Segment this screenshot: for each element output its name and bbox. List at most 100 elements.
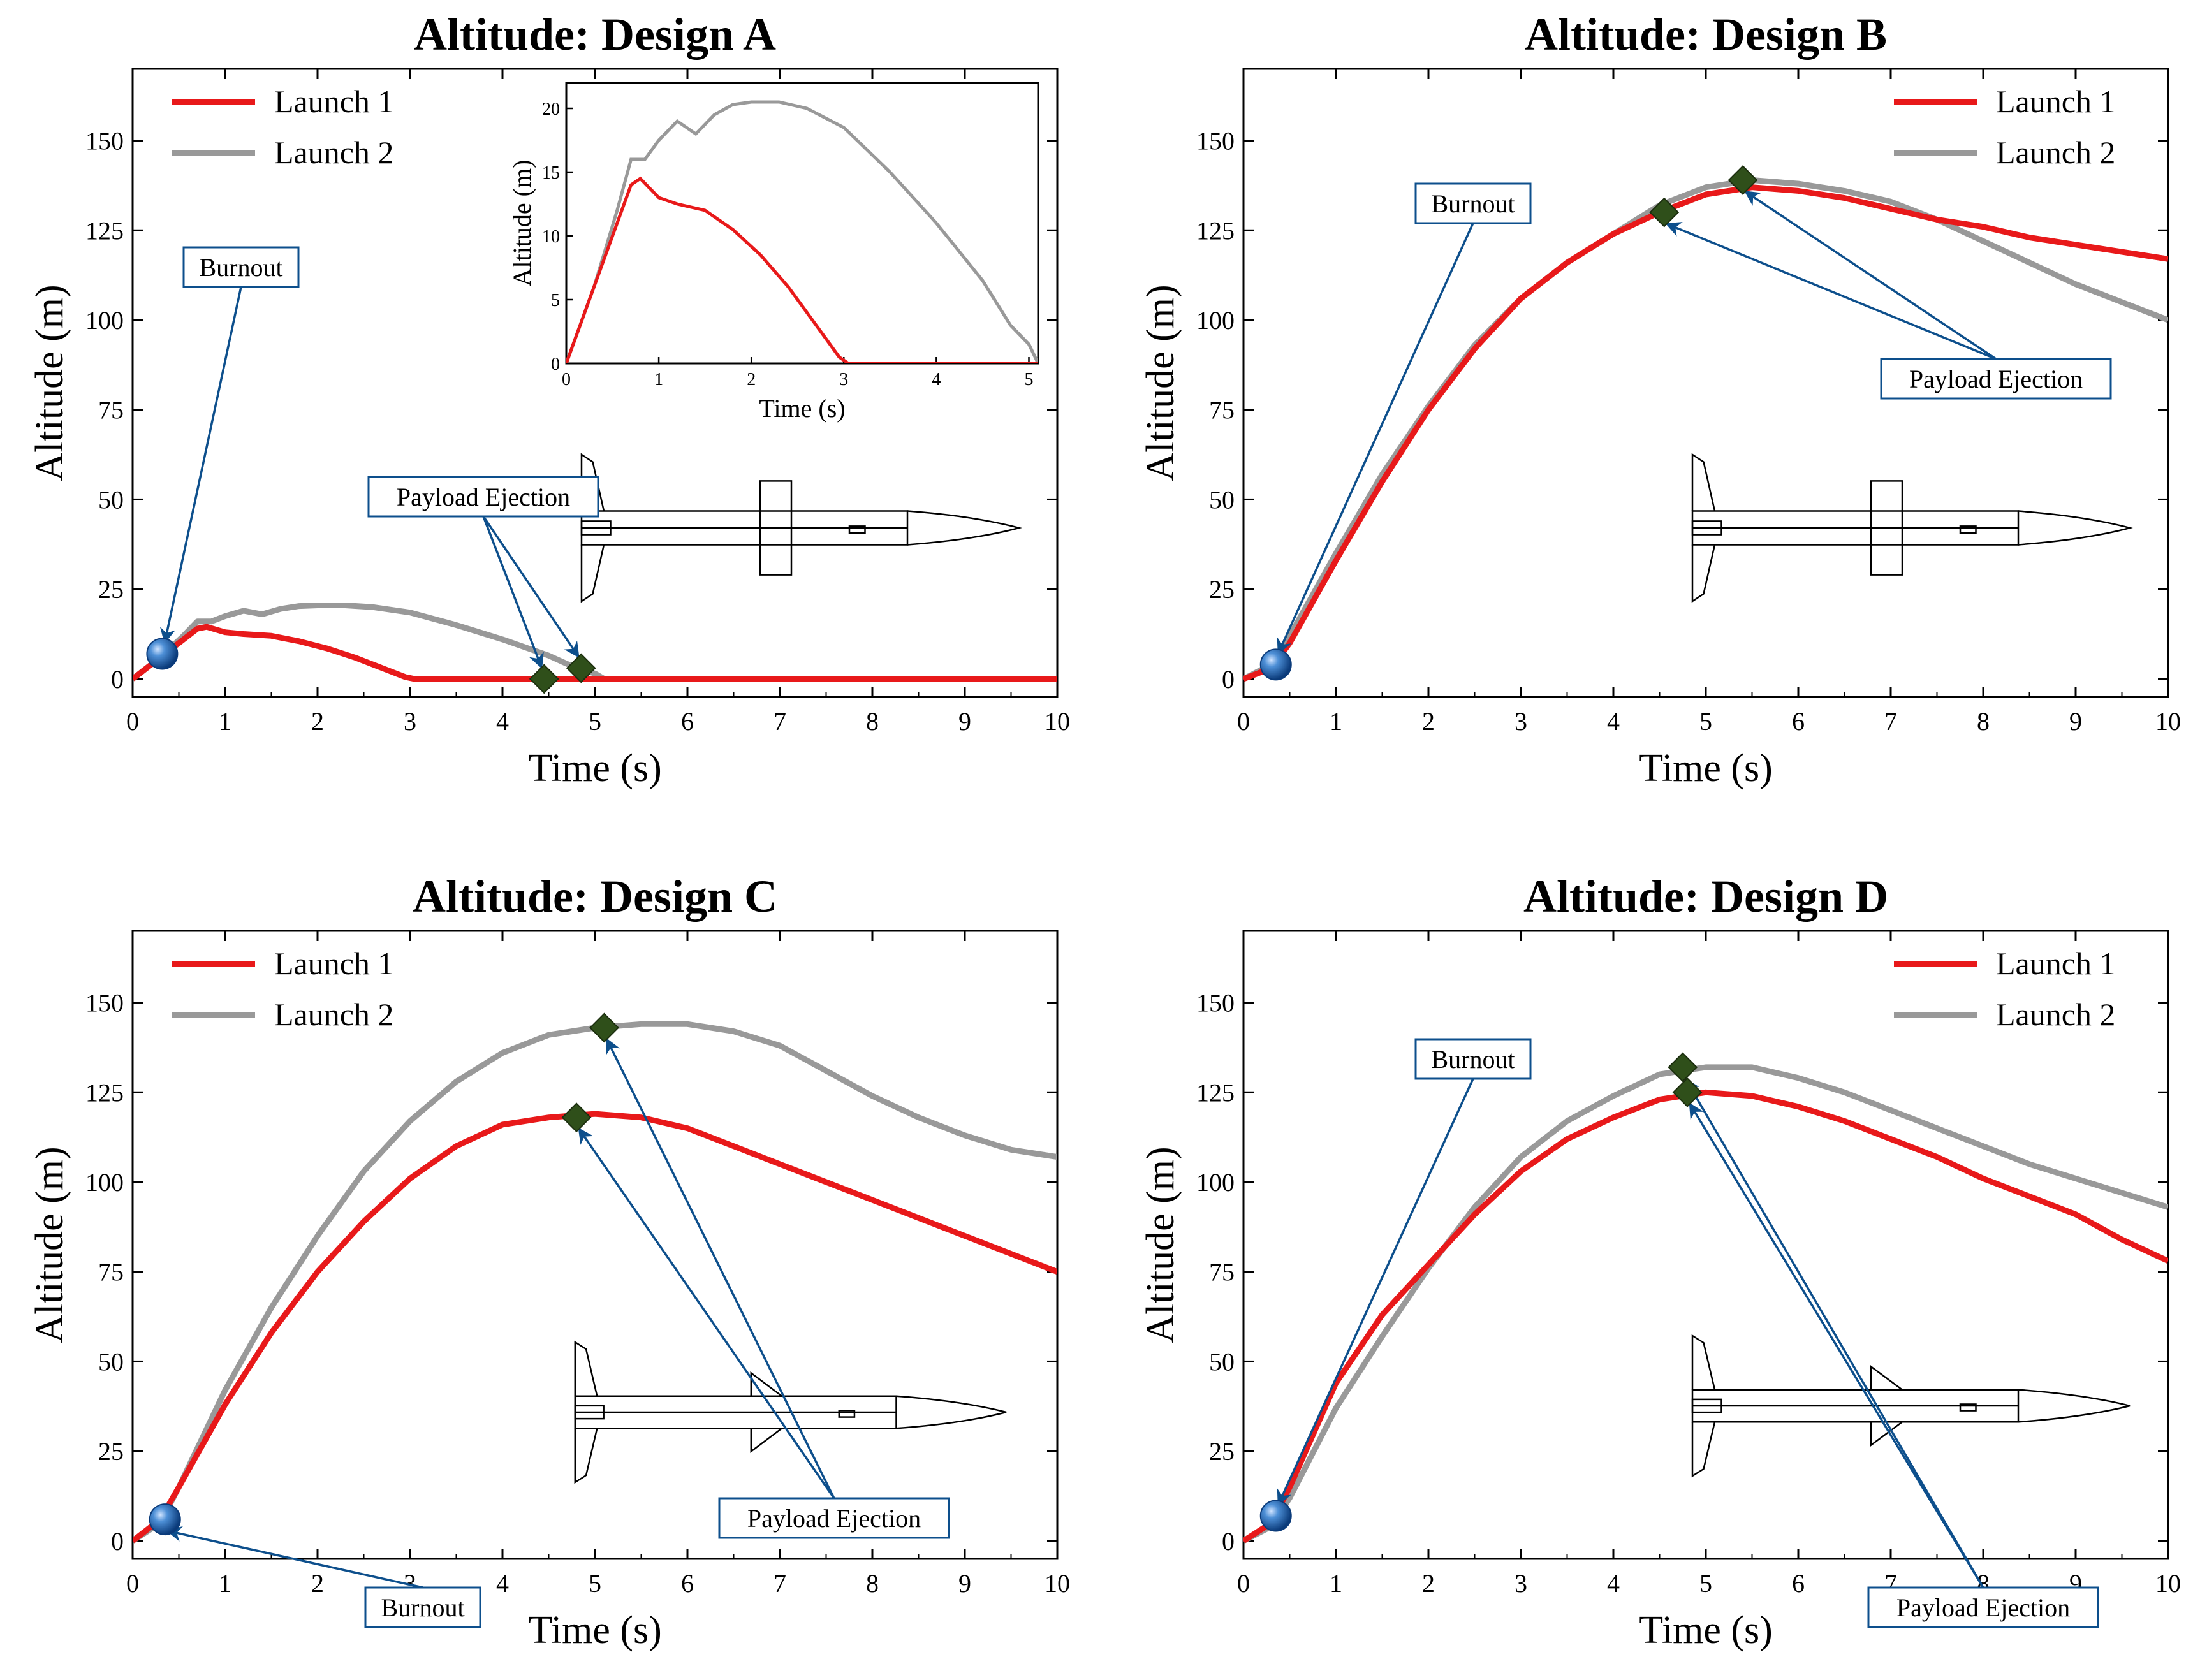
y-tick-label: 0 — [1222, 665, 1235, 694]
inset-y-tick-label: 20 — [542, 99, 560, 119]
y-tick-label: 0 — [1222, 1527, 1235, 1556]
x-tick-label: 0 — [1237, 1569, 1250, 1598]
rocket-diagram — [1691, 453, 2133, 603]
legend-label: Launch 1 — [1996, 946, 2115, 981]
inset-x-tick-label: 5 — [1024, 370, 1033, 390]
x-tick-label: 1 — [1330, 1569, 1342, 1598]
rocket-fin-top — [574, 1340, 598, 1396]
x-tick-label: 3 — [1515, 707, 1527, 736]
y-tick-label: 100 — [85, 306, 124, 335]
x-tick-label: 9 — [958, 1569, 971, 1598]
x-tick-label: 5 — [1699, 1569, 1712, 1598]
x-tick-label: 6 — [1792, 707, 1805, 736]
y-tick-label: 100 — [1196, 1168, 1235, 1197]
legend-label: Launch 2 — [1996, 997, 2115, 1032]
annotation-label: Burnout — [381, 1593, 464, 1622]
annotation-arrow — [1277, 223, 1474, 655]
series-line-launch-1 — [1243, 184, 2168, 682]
x-tick-label: 3 — [1515, 1569, 1527, 1598]
y-axis-label: Altitude (m) — [1139, 284, 1182, 481]
x-tick-label: 1 — [1330, 707, 1342, 736]
rocket-diagram — [574, 1340, 1007, 1484]
annotation-label: Payload Ejection — [747, 1504, 921, 1533]
annotation-arrow — [1689, 1102, 1984, 1588]
rocket-canard-bottom — [750, 1428, 782, 1454]
payload-ejection-marker — [589, 1012, 619, 1043]
x-tick-label: 7 — [774, 707, 786, 736]
rocket-diagram — [1691, 1334, 2131, 1478]
x-tick-label: 9 — [2069, 707, 2082, 736]
rocket-nose-cone — [2018, 510, 2133, 546]
x-axis-label: Time (s) — [528, 747, 662, 790]
rocket-payload-detail — [838, 1410, 856, 1418]
payload-ejection-marker — [1649, 197, 1680, 228]
rocket-payload-detail — [848, 525, 866, 534]
rocket-fin-top — [1691, 1334, 1716, 1390]
inset-x-tick-label: 1 — [654, 370, 663, 390]
x-tick-label: 4 — [496, 707, 509, 736]
rocket-motor — [1691, 520, 1722, 536]
rocket-canards — [1870, 480, 1903, 576]
x-tick-label: 2 — [311, 1569, 324, 1598]
payload-ejection-marker — [1727, 165, 1758, 195]
inset-y-tick-label: 0 — [551, 354, 560, 374]
annotation-box — [364, 1586, 481, 1628]
y-tick-label: 50 — [98, 1347, 124, 1376]
burnout-marker — [149, 1503, 181, 1536]
rocket-fin-bottom — [1691, 1422, 1716, 1478]
annotation-box — [182, 246, 300, 288]
x-tick-label: 9 — [958, 707, 971, 736]
series-line-launch-2 — [133, 1021, 1057, 1544]
x-tick-label: 6 — [681, 707, 694, 736]
annotation-arrow — [166, 1526, 423, 1589]
annotation-arrow — [605, 1037, 835, 1499]
y-tick-label: 75 — [1209, 396, 1235, 425]
rocket-nose-cone — [896, 1395, 1007, 1429]
burnout-marker — [1259, 648, 1292, 681]
y-tick-label: 125 — [1196, 1078, 1235, 1107]
annotation-label: Payload Ejection — [1909, 365, 2083, 393]
rocket-fin-bottom — [580, 544, 605, 603]
rocket-payload-detail — [1959, 525, 1977, 534]
annotation-label: Burnout — [199, 253, 282, 282]
x-tick-label: 1 — [219, 707, 231, 736]
chart-panel-c: Altitude: Design C0 1 2 3 4 5 6 7 8 9 100255075100… — [28, 871, 1070, 1652]
inset-y-axis-label: Altitude (m) — [508, 160, 536, 287]
rocket-nose-cone — [907, 510, 1022, 546]
series-group — [1243, 177, 2168, 682]
y-tick-label: 25 — [1209, 575, 1235, 604]
series-group — [133, 603, 1057, 682]
x-tick-label: 0 — [126, 1569, 139, 1598]
rocket-nose-cone — [2018, 1389, 2131, 1423]
chart-title: Altitude: Design C — [413, 871, 777, 922]
series-line-launch-2 — [1243, 177, 2168, 682]
y-tick-label: 125 — [1196, 216, 1235, 245]
x-tick-label: 6 — [681, 1569, 694, 1598]
series-group — [133, 1021, 1057, 1544]
burnout-marker — [146, 638, 179, 670]
legend-label: Launch 2 — [274, 135, 393, 170]
x-tick-label: 4 — [1607, 1569, 1620, 1598]
x-tick-label: 5 — [589, 707, 601, 736]
series-line-launch-1 — [133, 624, 1057, 682]
x-tick-label: 8 — [866, 707, 879, 736]
series-line-launch-1 — [133, 1111, 1057, 1544]
x-tick-label: 5 — [1699, 707, 1712, 736]
y-axis-label: Altitude (m) — [28, 1146, 71, 1343]
x-tick-label: 10 — [2155, 707, 2181, 736]
annotation-arrow — [578, 1127, 835, 1499]
annotation-box — [1867, 1586, 2099, 1628]
rocket-fin-top — [1691, 453, 1716, 511]
annotation-box — [718, 1497, 950, 1539]
rocket-canards — [759, 480, 793, 576]
x-tick-label: 7 — [774, 1569, 786, 1598]
series-group — [1243, 1064, 2168, 1544]
rocket-fin-bottom — [574, 1428, 598, 1484]
inset-chart: 0 1 2 3 4 5 0 5 10 15 20 Time (s) Altitude (m) — [508, 82, 1039, 423]
inset-x-tick-label: 2 — [747, 370, 756, 390]
chart-panel-b: Altitude: Design B0 1 2 3 4 5 6 7 8 9 100255075100… — [1139, 9, 2181, 790]
inset-x-tick-label: 0 — [562, 370, 571, 390]
annotation-label: Burnout — [1431, 189, 1515, 218]
annotation-arrow — [1743, 191, 1997, 360]
annotation-arrow — [1277, 1078, 1474, 1506]
